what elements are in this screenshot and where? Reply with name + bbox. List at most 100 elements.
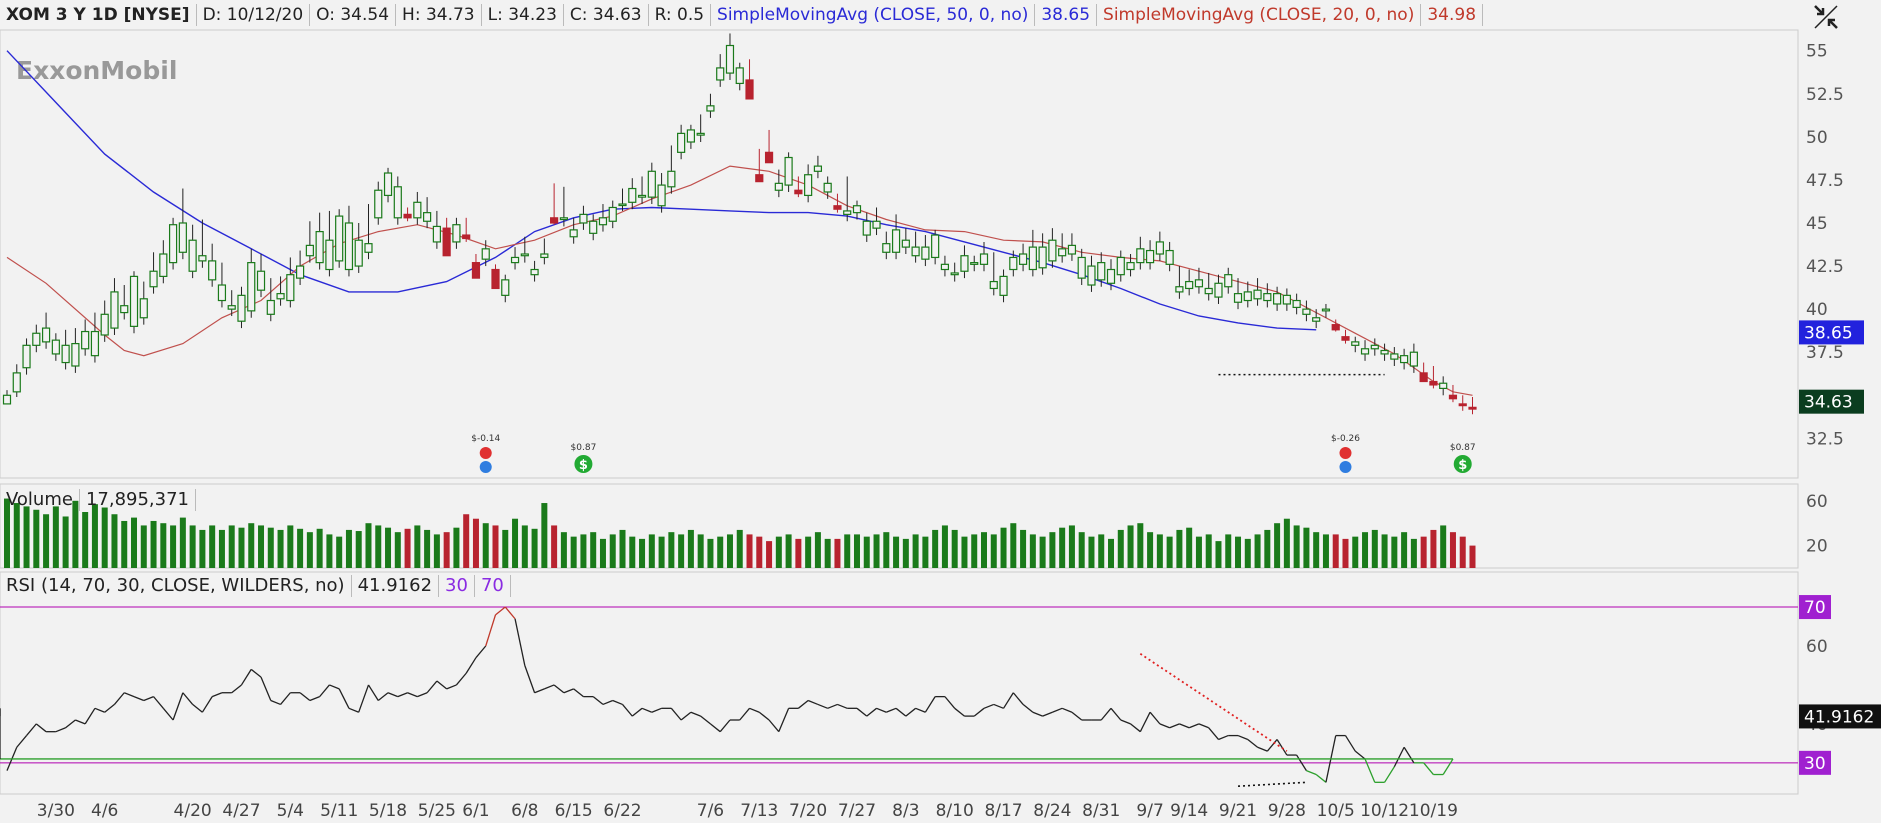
candle[interactable] <box>247 248 256 318</box>
volume-bar[interactable] <box>971 534 978 568</box>
candle[interactable] <box>403 207 412 222</box>
candle[interactable] <box>90 312 100 363</box>
volume-bar[interactable] <box>365 523 372 568</box>
volume-bar[interactable] <box>492 525 499 568</box>
volume-bar[interactable] <box>199 529 206 568</box>
volume-label[interactable]: Volume <box>0 489 80 511</box>
volume-bar[interactable] <box>472 518 479 568</box>
candle[interactable] <box>413 191 422 225</box>
candle[interactable] <box>423 197 432 229</box>
candle[interactable] <box>315 212 324 270</box>
volume-bar[interactable] <box>1137 523 1144 568</box>
candle[interactable] <box>716 54 725 87</box>
candle[interactable] <box>276 276 285 306</box>
volume-bar[interactable] <box>1049 532 1056 568</box>
candle[interactable] <box>383 167 393 203</box>
volume-bar[interactable] <box>1283 518 1290 568</box>
candle[interactable] <box>1028 229 1037 277</box>
volume-bar[interactable] <box>1029 534 1036 568</box>
volume-bar[interactable] <box>443 532 450 568</box>
candle[interactable] <box>1106 259 1116 291</box>
volume-bar[interactable] <box>1430 529 1437 568</box>
volume-bar[interactable] <box>306 532 313 568</box>
volume-bar[interactable] <box>990 534 997 568</box>
candle[interactable] <box>1018 243 1028 272</box>
candle[interactable] <box>1136 236 1145 270</box>
volume-bar[interactable] <box>52 506 59 568</box>
dividend-event[interactable]: $0.87 $ <box>1450 443 1476 473</box>
candle[interactable] <box>1058 233 1067 263</box>
volume-bar[interactable] <box>951 529 958 568</box>
volume-bar[interactable] <box>609 534 616 568</box>
volume-bar[interactable] <box>668 532 675 568</box>
volume-bar[interactable] <box>775 536 782 568</box>
candle[interactable] <box>61 329 70 370</box>
volume-bar[interactable] <box>1322 534 1329 568</box>
volume-bar[interactable] <box>355 531 362 568</box>
volume-bar[interactable] <box>1195 536 1202 568</box>
rsi-resistance-trendline[interactable] <box>1139 653 1288 752</box>
candle[interactable] <box>1009 250 1018 277</box>
candle[interactable] <box>911 231 920 263</box>
candle[interactable] <box>1204 272 1213 301</box>
volume-bar[interactable] <box>1371 529 1378 568</box>
candle[interactable] <box>677 124 686 160</box>
volume-bar[interactable] <box>893 536 900 568</box>
candle[interactable] <box>1370 338 1379 356</box>
candle[interactable] <box>735 62 744 91</box>
volume-bar[interactable] <box>932 529 939 568</box>
candle[interactable] <box>520 236 529 263</box>
volume-bar[interactable] <box>658 536 665 568</box>
candle[interactable] <box>559 186 568 227</box>
volume-bar[interactable] <box>62 516 69 568</box>
volume-bar[interactable] <box>267 527 274 568</box>
volume-bar[interactable] <box>316 528 323 568</box>
volume-bar[interactable] <box>687 529 694 568</box>
volume-bar[interactable] <box>209 525 216 568</box>
candle[interactable] <box>764 129 774 164</box>
candle[interactable] <box>452 217 461 249</box>
volume-bar[interactable] <box>590 532 597 568</box>
volume-bar[interactable] <box>1362 532 1369 568</box>
volume-bar[interactable] <box>1235 536 1242 568</box>
candle[interactable] <box>1468 397 1477 415</box>
candle[interactable] <box>159 240 168 284</box>
volume-bar[interactable] <box>570 536 577 568</box>
volume-bar[interactable] <box>1176 529 1183 568</box>
candle[interactable] <box>833 193 842 213</box>
volume-bar[interactable] <box>82 512 89 568</box>
volume-bar[interactable] <box>1410 538 1417 568</box>
candle[interactable] <box>139 281 148 325</box>
volume-bar[interactable] <box>746 534 753 568</box>
candle[interactable] <box>667 145 676 194</box>
candle[interactable] <box>501 274 510 303</box>
volume-bar[interactable] <box>150 520 157 568</box>
volume-bar[interactable] <box>297 528 304 568</box>
volume-bar[interactable] <box>258 525 265 568</box>
candle[interactable] <box>725 33 735 80</box>
volume-bar[interactable] <box>961 536 968 568</box>
candle[interactable] <box>550 183 559 225</box>
candle[interactable] <box>960 245 969 279</box>
candle[interactable] <box>823 176 832 199</box>
rsi-label[interactable]: RSI (14, 70, 30, CLOSE, WILDERS, no) <box>0 575 352 597</box>
candle[interactable] <box>208 243 217 287</box>
candle[interactable] <box>1077 248 1086 286</box>
candle[interactable] <box>1458 395 1467 411</box>
candle[interactable] <box>921 235 930 267</box>
volume-bar[interactable] <box>13 503 20 568</box>
candle[interactable] <box>442 217 451 257</box>
candle[interactable] <box>999 269 1008 303</box>
volume-bar[interactable] <box>1420 536 1427 568</box>
volume-bar[interactable] <box>121 520 128 568</box>
volume-bar[interactable] <box>1108 538 1115 568</box>
candle[interactable] <box>1253 278 1262 306</box>
volume-bar[interactable] <box>433 534 440 568</box>
volume-bar[interactable] <box>1459 536 1466 568</box>
candle[interactable] <box>813 155 823 179</box>
volume-bar[interactable] <box>922 536 929 568</box>
dividend-event[interactable]: $0.87 $ <box>571 443 597 473</box>
volume-bar[interactable] <box>336 536 343 568</box>
volume-bar[interactable] <box>424 529 431 568</box>
candle[interactable] <box>344 205 354 277</box>
